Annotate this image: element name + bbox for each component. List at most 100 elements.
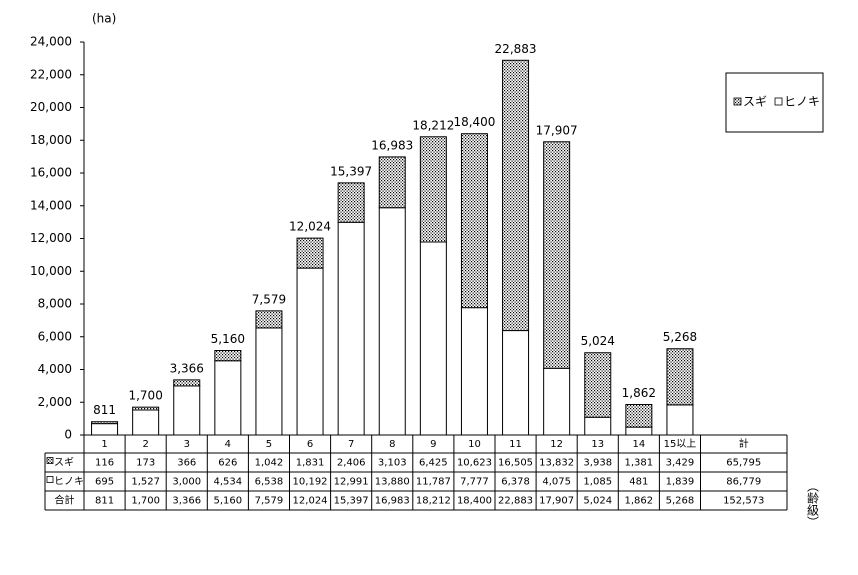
total-label: 15,397: [330, 164, 372, 178]
bar-segment: [625, 404, 653, 428]
table-row-label: スギ: [54, 457, 74, 469]
total-label: 16,983: [371, 138, 413, 152]
table-cell: 65,795: [726, 458, 761, 469]
table-header: 計: [739, 437, 749, 450]
table-cell: 12,024: [293, 496, 328, 507]
table-cell: 1,831: [296, 458, 325, 469]
y-tick-label: 6,000: [38, 329, 72, 343]
bar-segment: [666, 348, 694, 406]
y-tick-label: 22,000: [30, 67, 72, 81]
bar-segment: [502, 330, 530, 436]
table-cell: 3,938: [583, 458, 612, 469]
bar-segment: [419, 241, 447, 436]
table-header: 8: [389, 439, 395, 450]
table-cell: 1,700: [131, 496, 160, 507]
table-cell: 1,862: [625, 496, 654, 507]
bar-segment: [584, 416, 612, 436]
table-header: 9: [430, 439, 436, 450]
bar-segment: [460, 133, 488, 309]
table-header: 15以上: [664, 438, 697, 450]
table-cell: 366: [177, 458, 196, 469]
table-cell: 7,579: [255, 496, 284, 507]
bar-segment: [214, 350, 242, 362]
y-tick-label: 14,000: [30, 198, 72, 212]
table-cell: 7,777: [460, 477, 489, 488]
table-cell: 5,024: [583, 496, 612, 507]
total-label: 5,024: [581, 334, 615, 348]
bar-segment: [91, 423, 119, 436]
total-label: 1,700: [128, 389, 162, 403]
y-tick-label: 2,000: [38, 395, 72, 409]
bar-segment: [543, 141, 571, 369]
total-label: 17,907: [536, 123, 578, 137]
table-row-label: 合計: [55, 494, 75, 507]
table-cell: 811: [95, 496, 114, 507]
bar-segment: [214, 360, 242, 436]
bar-segment: [460, 307, 488, 436]
y-tick-label: 18,000: [30, 133, 72, 147]
table-cell: 18,212: [416, 496, 451, 507]
bar-segment: [337, 182, 365, 223]
table-cell: 1,839: [666, 477, 695, 488]
legend-swatch: [774, 97, 783, 106]
y-tick-label: 10,000: [30, 264, 72, 278]
table-header: 14: [632, 439, 645, 450]
table-cell: 116: [95, 458, 114, 469]
table-cell: 18,400: [457, 496, 492, 507]
bar-segment: [543, 367, 571, 436]
total-label: 811: [93, 403, 116, 417]
bar-segment: [666, 404, 694, 436]
table-header: 10: [468, 439, 481, 450]
table-cell: 10,623: [457, 458, 492, 469]
bar-segment: [173, 385, 201, 436]
y-tick-label: 12,000: [30, 231, 72, 245]
table-cell: 6,378: [501, 477, 530, 488]
table-header: 6: [307, 439, 313, 450]
table-cell: 1,085: [583, 477, 612, 488]
bar-segment: [378, 207, 406, 436]
total-label: 18,400: [453, 115, 495, 129]
table-cell: 4,534: [214, 477, 243, 488]
table-cell: 11,787: [416, 477, 451, 488]
table-cell: 13,880: [375, 477, 410, 488]
legend-box: [725, 72, 824, 133]
table-cell: 3,429: [666, 458, 695, 469]
bar-segment: [378, 156, 406, 209]
table-cell: 6,425: [419, 458, 448, 469]
table-cell: 13,832: [539, 458, 574, 469]
table-cell: 86,779: [726, 477, 761, 488]
y-tick-label: 0: [64, 428, 72, 442]
table-header: 4: [225, 439, 231, 450]
total-label: 22,883: [495, 42, 537, 56]
y-tick-label: 20,000: [30, 100, 72, 114]
total-label: 1,862: [622, 386, 656, 400]
table-swatch: [46, 457, 54, 464]
table-cell: 626: [218, 458, 237, 469]
table-cell: 3,103: [378, 458, 407, 469]
y-unit-label: (ha): [92, 12, 116, 26]
bar-segment: [132, 406, 160, 411]
total-label: 3,366: [170, 361, 204, 375]
bar-segment: [502, 59, 530, 332]
table-cell: 173: [136, 458, 155, 469]
table-cell: 5,160: [214, 496, 243, 507]
table-cell: 10,192: [293, 477, 328, 488]
table-cell: 12,991: [334, 477, 369, 488]
bar-segment: [625, 426, 653, 436]
table-cell: 5,268: [666, 496, 695, 507]
table-header: 1: [101, 439, 107, 450]
total-label: 5,160: [211, 332, 245, 346]
table-swatch: [46, 476, 54, 483]
table-header: 3: [184, 439, 190, 450]
table-header: 2: [142, 439, 148, 450]
table-cell: 22,883: [498, 496, 533, 507]
bar-segment: [255, 327, 283, 436]
table-cell: 2,406: [337, 458, 366, 469]
x-axis-label: （齢級）: [806, 480, 820, 528]
table-cell: 695: [95, 477, 114, 488]
table-cell: 3,000: [172, 477, 201, 488]
bar-segment: [132, 409, 160, 436]
y-tick-label: 4,000: [38, 362, 72, 376]
total-label: 12,024: [289, 220, 331, 234]
